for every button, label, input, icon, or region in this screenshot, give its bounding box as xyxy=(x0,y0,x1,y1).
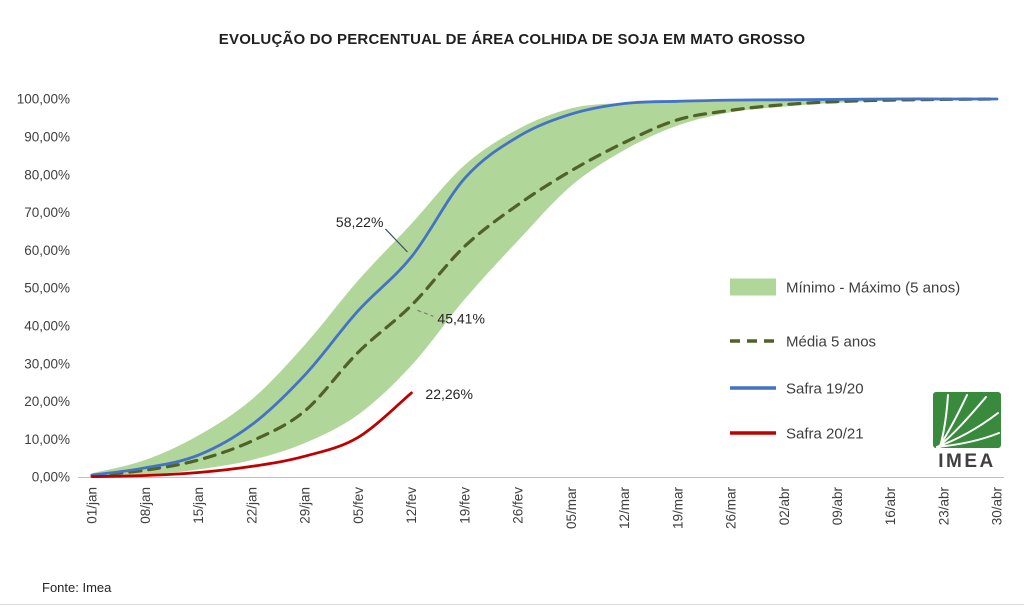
y-axis-tick-label: 100,00% xyxy=(17,92,70,107)
x-axis-tick-label: 29/jan xyxy=(298,487,313,524)
y-axis-tick-label: 10,00% xyxy=(24,432,70,447)
x-axis-tick-label: 09/abr xyxy=(830,486,845,525)
series-safra-19-20 xyxy=(90,97,999,477)
y-axis-tick-label: 90,00% xyxy=(24,130,70,145)
source-note: Fonte: Imea xyxy=(42,580,112,595)
x-axis-tick-label: 12/fev xyxy=(404,487,419,524)
legend-swatch-m-nimo-m-ximo-5-anos xyxy=(730,278,776,296)
x-axis-tick-label: 01/jan xyxy=(85,487,100,524)
y-axis-tick-label: 50,00% xyxy=(24,281,70,296)
x-axis-tick-label: 05/mar xyxy=(564,487,579,530)
imea-logo: IMEA xyxy=(933,392,1001,472)
x-axis-tick-label: 23/abr xyxy=(936,486,951,525)
y-axis-tick-label: 80,00% xyxy=(24,167,70,182)
y-axis-tick-label: 30,00% xyxy=(24,356,70,371)
x-axis-tick-label: 12/mar xyxy=(617,487,632,530)
x-axis-tick-label: 22/jan xyxy=(244,487,259,524)
x-axis-tick-label: 15/jan xyxy=(191,487,206,524)
legend: Mínimo - Máximo (5 anos) Média 5 anos Safr… xyxy=(730,278,960,442)
imea-logo-swoosh-icon xyxy=(939,394,949,448)
x-axis-tick-label: 08/jan xyxy=(138,487,153,524)
x-axis-tick-label: 19/mar xyxy=(670,487,685,530)
legend-label-m-dia-5-anos: Média 5 anos xyxy=(786,333,876,350)
annotation-leader-line xyxy=(417,309,434,317)
legend-label-safra-20-21: Safra 20/21 xyxy=(786,425,864,442)
imea-logo-swoosh-icon xyxy=(936,432,1000,448)
y-axis-tick-label: 20,00% xyxy=(24,394,70,409)
x-axis-tick-label: 19/fev xyxy=(457,487,472,524)
annotation-safra-19-20: 58,22% xyxy=(336,214,383,230)
series-safra-20-21 xyxy=(90,391,413,478)
x-axis-tick-label: 16/abr xyxy=(883,486,898,525)
x-axis-tick-label: 05/fev xyxy=(351,487,366,524)
y-axis-tick-label: 40,00% xyxy=(24,319,70,334)
chart-title: EVOLUÇÃO DO PERCENTUAL DE ÁREA COLHIDA D… xyxy=(218,31,806,48)
x-axis-tick-label: 30/abr xyxy=(990,486,1005,525)
y-axis-tick-label: 60,00% xyxy=(24,243,70,258)
legend-label-safra-19-20: Safra 19/20 xyxy=(786,380,864,397)
legend-label-m-nimo-m-ximo-5-anos: Mínimo - Máximo (5 anos) xyxy=(786,279,960,296)
series-m-dia-5-anos xyxy=(90,97,999,478)
x-axis-tick-label: 26/mar xyxy=(724,487,739,530)
x-axis-tick-label: 26/fev xyxy=(511,487,526,524)
bottom-divider xyxy=(0,604,1024,605)
annotation-safra-20-21: 22,26% xyxy=(425,386,472,402)
series-band-min-max xyxy=(92,98,997,477)
annotation-leader-line xyxy=(384,228,408,253)
y-axis-tick-label: 0,00% xyxy=(32,470,70,485)
annotation-m-dia-5-anos: 45,41% xyxy=(437,310,484,326)
imea-logo-swoosh-icon xyxy=(936,412,999,448)
x-axis-tick-label: 02/abr xyxy=(777,486,792,525)
imea-logo-text: IMEA xyxy=(938,451,996,472)
y-axis-tick-label: 70,00% xyxy=(24,205,70,220)
